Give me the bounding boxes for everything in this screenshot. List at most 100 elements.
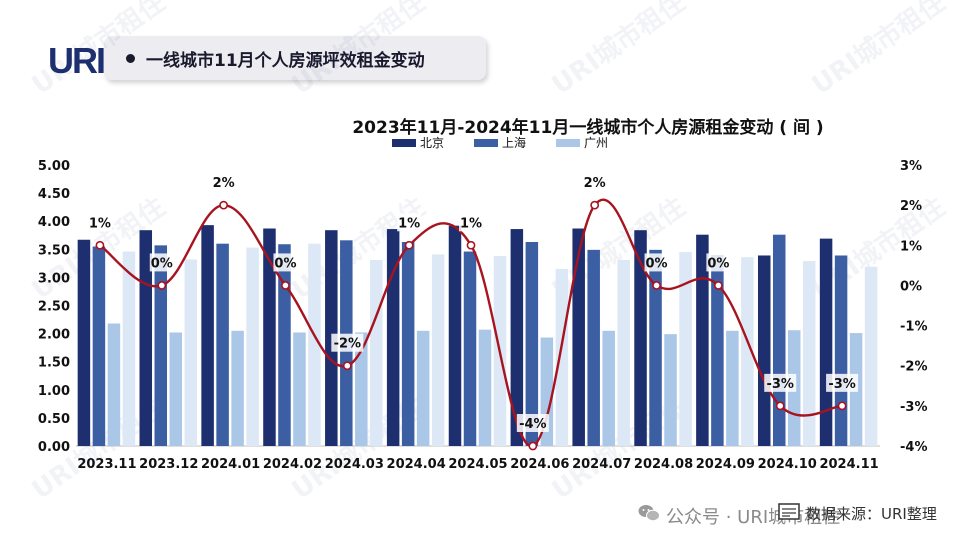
bar-4 xyxy=(555,268,569,446)
change-line xyxy=(99,198,843,448)
bar-4 xyxy=(617,259,630,446)
bar-1 xyxy=(696,234,709,446)
bar-3 xyxy=(169,332,183,446)
change-label: 0% xyxy=(151,256,173,271)
bar-4 xyxy=(679,252,692,446)
x-tick-label: 2024.04 xyxy=(387,457,446,472)
y-left-tick-label: 3.00 xyxy=(38,271,70,286)
y-left-tick-label: 3.50 xyxy=(38,243,70,258)
y-right-tick-label: -1% xyxy=(900,320,927,335)
bar-2 xyxy=(525,241,539,446)
change-point xyxy=(713,281,723,290)
legend-swatch xyxy=(556,139,580,147)
bar-3 xyxy=(416,330,430,446)
bar-3 xyxy=(355,332,368,446)
bar-1 xyxy=(448,225,462,446)
y-left-tick-label: 1.50 xyxy=(38,356,70,371)
change-point xyxy=(528,441,538,451)
change-label-bg xyxy=(764,373,797,392)
y-right-tick-label: 2% xyxy=(900,199,922,214)
bar-1 xyxy=(757,255,771,446)
x-tick-label: 2024.10 xyxy=(758,457,817,472)
bar-1 xyxy=(510,229,524,446)
wechat-icon xyxy=(638,505,660,522)
y-left-tick-label: 4.00 xyxy=(38,215,70,230)
y-left-tick-label: 2.50 xyxy=(38,300,70,315)
bar-4 xyxy=(184,259,198,446)
y-right-tick-label: -2% xyxy=(900,360,927,375)
y-right-tick-label: -3% xyxy=(900,400,927,415)
change-label: 1% xyxy=(89,216,111,231)
change-label-bg xyxy=(211,173,236,192)
y-left-tick-label: 1.00 xyxy=(38,384,70,399)
change-label-bg xyxy=(149,253,174,272)
watermark: URI城市租住 xyxy=(26,0,171,101)
bar-3 xyxy=(726,330,739,446)
legend-swatch xyxy=(392,139,416,147)
x-tick-label: 2023.12 xyxy=(139,457,198,472)
y-right-tick-label: 3% xyxy=(900,159,922,174)
change-point xyxy=(837,401,847,411)
bar-3 xyxy=(231,330,244,446)
change-label: 0% xyxy=(645,256,667,271)
x-tick-label: 2024.08 xyxy=(634,457,693,472)
x-tick-label: 2024.11 xyxy=(819,457,878,472)
bar-2 xyxy=(463,251,477,446)
change-label-bg xyxy=(397,213,422,232)
bar-2 xyxy=(587,249,600,446)
change-point xyxy=(590,200,600,210)
watermark: URI城市租住 xyxy=(546,0,691,101)
change-label-bg xyxy=(706,253,731,272)
bar-4 xyxy=(308,243,321,446)
bar-2 xyxy=(401,241,415,446)
bullet-dot xyxy=(126,54,135,63)
x-tick-label: 2023.11 xyxy=(77,457,136,472)
x-tick-label: 2024.02 xyxy=(263,457,322,472)
change-point xyxy=(342,361,352,371)
change-label: 2% xyxy=(584,176,606,191)
x-tick-label: 2024.05 xyxy=(448,457,507,472)
legend-swatch xyxy=(474,139,498,147)
bar-4 xyxy=(802,261,816,446)
y-left-tick-label: 0.00 xyxy=(38,440,70,455)
change-label-bg xyxy=(331,333,364,352)
bar-2 xyxy=(278,244,291,446)
change-label: 2% xyxy=(213,176,235,191)
change-label-bg xyxy=(582,173,607,192)
change-point xyxy=(219,200,229,210)
change-label-bg xyxy=(644,253,669,272)
y-left-tick-label: 5.00 xyxy=(38,159,70,174)
change-label: -2% xyxy=(334,337,361,352)
x-tick-label: 2024.07 xyxy=(572,457,631,472)
change-label: 1% xyxy=(398,216,420,231)
bar-4 xyxy=(122,251,136,446)
change-label: -3% xyxy=(828,377,855,392)
x-tick-label: 2024.03 xyxy=(325,457,384,472)
bar-3 xyxy=(664,334,677,446)
bar-4 xyxy=(741,257,754,446)
bar-1 xyxy=(634,230,647,446)
x-tick-label: 2024.06 xyxy=(510,457,569,472)
y-right-tick-label: 1% xyxy=(900,239,922,254)
legend-label: 北京 xyxy=(420,136,444,150)
y-right-tick-label: 0% xyxy=(900,279,922,294)
y-left-tick-label: 2.00 xyxy=(38,328,70,343)
change-label: -3% xyxy=(766,377,793,392)
data-source-label: 数据来源：URI整理 xyxy=(806,505,937,523)
change-point xyxy=(466,240,476,250)
change-point xyxy=(281,281,290,290)
header-title: 一线城市11月个人房源坪效租金变动 xyxy=(146,51,425,71)
y-right-tick-label: -4% xyxy=(900,440,927,455)
uri-logo: URI xyxy=(48,40,106,81)
legend-label: 上海 xyxy=(502,135,526,150)
y-left-tick-label: 4.50 xyxy=(38,187,70,202)
x-tick-label: 2024.01 xyxy=(201,457,260,472)
bar-4 xyxy=(246,247,259,446)
change-point xyxy=(775,401,785,411)
bar-1 xyxy=(77,239,91,446)
x-tick-label: 2024.09 xyxy=(696,457,755,472)
change-point xyxy=(95,240,105,250)
legend-label: 广州 xyxy=(584,136,608,150)
bar-1 xyxy=(386,229,400,446)
